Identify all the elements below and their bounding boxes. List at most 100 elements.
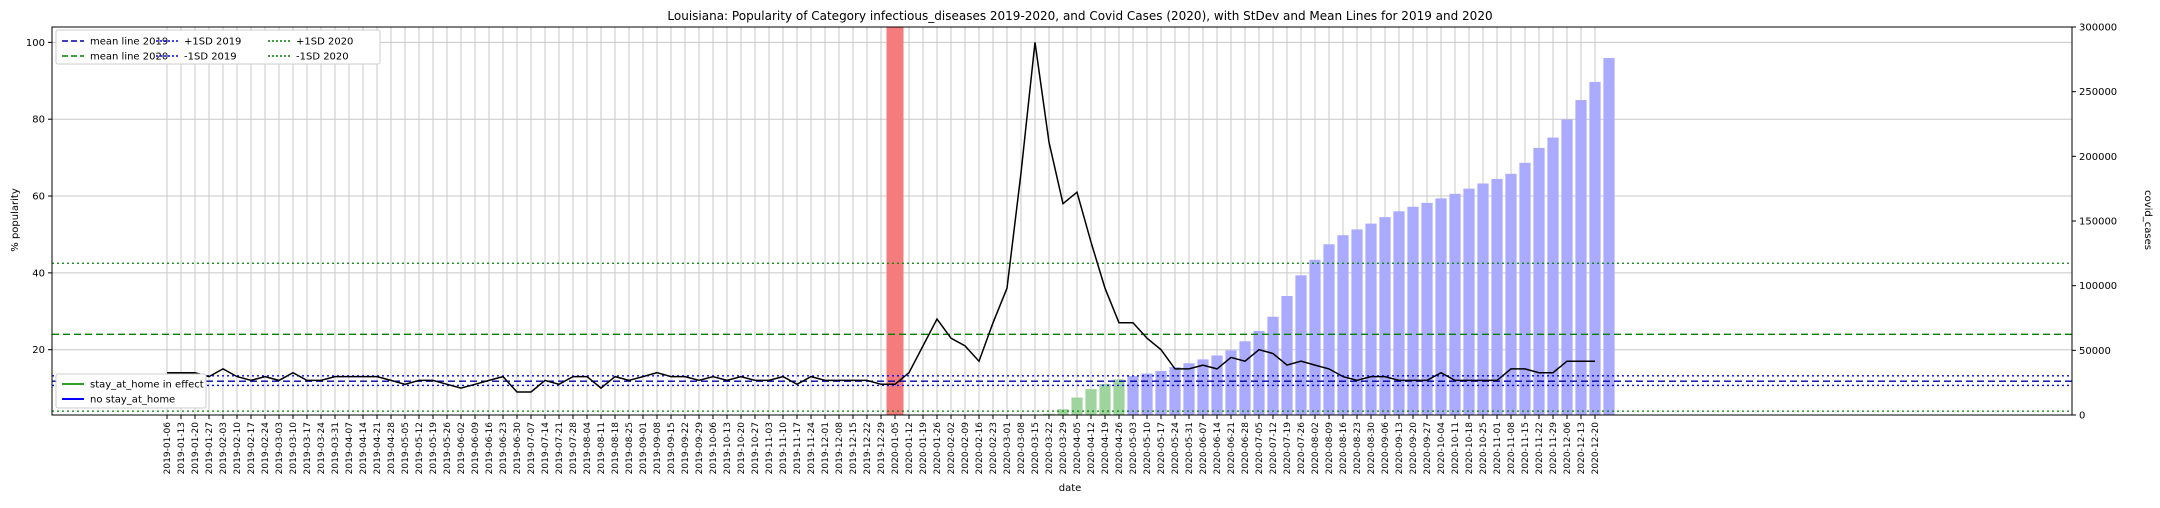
x-tick-label: 2019-09-08 <box>653 422 663 475</box>
x-tick-label: 2020-07-19 <box>1283 422 1293 475</box>
x-tick-label: 2019-10-06 <box>709 422 719 475</box>
x-tick-label: 2019-12-29 <box>877 422 887 475</box>
x-tick-label: 2019-11-10 <box>779 422 789 475</box>
covid-bar <box>1337 235 1349 415</box>
x-tick-label: 2019-01-13 <box>177 422 187 474</box>
x-tick-label: 2020-06-28 <box>1241 422 1251 475</box>
covid-bar <box>1267 316 1279 415</box>
popularity-line-layer <box>167 42 1595 393</box>
x-tick-label: 2019-02-24 <box>261 422 271 475</box>
covid-bar <box>1477 183 1489 415</box>
x-tick-label: 2020-09-13 <box>1395 422 1405 474</box>
x-tick-label: 2020-06-07 <box>1199 422 1209 474</box>
x-tick-label: 2019-01-27 <box>205 422 215 474</box>
x-tick-label: 2019-03-31 <box>331 422 341 474</box>
y-right-tick-label: 250000 <box>2079 87 2117 98</box>
x-tick-label: 2019-04-21 <box>373 422 383 474</box>
x-tick-label: 2020-03-01 <box>1003 422 1013 474</box>
y-left-tick-label: 40 <box>32 268 45 279</box>
y-right-tick-label: 200000 <box>2079 152 2117 163</box>
x-tick-label: 2019-09-22 <box>681 422 691 474</box>
covid-bar <box>1365 223 1377 415</box>
x-tick-label: 2020-11-29 <box>1549 422 1559 475</box>
covid-bar <box>1197 359 1209 415</box>
x-tick-label: 2019-10-13 <box>723 422 733 474</box>
covid-bar <box>1407 206 1419 415</box>
x-tick-label: 2019-04-28 <box>387 422 397 475</box>
x-tick-label: 2019-05-26 <box>443 422 453 475</box>
covid-bar <box>1603 58 1615 415</box>
x-tick-label: 2019-04-14 <box>359 422 369 475</box>
x-tick-label: 2019-05-19 <box>429 422 439 475</box>
covid-bar <box>1575 100 1587 415</box>
x-tick-label: 2019-11-17 <box>793 422 803 474</box>
x-tick-label: 2019-02-17 <box>247 422 257 474</box>
x-tick-label: 2019-07-28 <box>569 422 579 475</box>
x-tick-label: 2019-07-14 <box>541 422 551 475</box>
legend-left-label: no stay_at_home <box>90 395 175 406</box>
y-left-tick-label: 60 <box>32 192 45 203</box>
y-left-tick-label: 20 <box>32 345 45 356</box>
y-right-tick-label: 50000 <box>2079 346 2111 357</box>
x-tick-label: 2019-09-15 <box>667 422 677 474</box>
covid-bar <box>1561 119 1573 416</box>
x-tick-label: 2020-05-03 <box>1129 422 1139 474</box>
x-tick-label: 2019-08-04 <box>583 422 593 475</box>
x-tick-label: 2020-09-06 <box>1381 422 1391 475</box>
covid-bar <box>1491 178 1503 415</box>
y-left-tick-label: 80 <box>32 115 45 126</box>
x-tick-label: 2020-08-16 <box>1339 422 1349 475</box>
legend-top: mean line 2019 mean line 2020 +1SD 2019 -1S… <box>55 29 381 65</box>
y-right-tick-label: 300000 <box>2079 23 2117 34</box>
legend-top-label: mean line 2019 <box>90 37 168 48</box>
x-tick-label: 2019-06-16 <box>485 422 495 475</box>
x-tick-label: 2019-03-17 <box>303 422 313 474</box>
x-tick-label: 2019-06-23 <box>499 422 509 474</box>
covid-bar <box>1309 259 1321 415</box>
highlight-layer <box>886 27 904 415</box>
x-tick-label: 2019-03-24 <box>317 422 327 475</box>
x-tick-label: 2020-01-12 <box>905 422 915 474</box>
legend-top-label: +1SD 2020 <box>296 37 353 48</box>
x-tick-label: 2020-11-15 <box>1521 422 1531 474</box>
x-tick-label: 2020-01-19 <box>919 422 929 475</box>
covid-bar <box>1449 193 1461 415</box>
covid-bar <box>1155 371 1167 415</box>
x-tick-label: 2020-04-19 <box>1101 422 1111 475</box>
x-tick-label: 2020-08-30 <box>1367 422 1377 475</box>
x-tick-label: 2019-05-05 <box>401 422 411 474</box>
x-tick-label: 2020-09-27 <box>1423 422 1433 474</box>
x-tick-label: 2020-06-14 <box>1213 422 1223 475</box>
covid-bar <box>1057 409 1069 415</box>
x-tick-label: 2020-10-18 <box>1465 422 1475 475</box>
x-tick-label: 2020-05-31 <box>1185 422 1195 474</box>
covid-bar <box>1589 81 1601 415</box>
x-tick-label: 2019-06-02 <box>457 422 467 474</box>
x-tick-label: 2020-07-05 <box>1255 422 1265 474</box>
x-tick-label: 2020-10-04 <box>1437 422 1447 475</box>
x-tick-label: 2020-08-02 <box>1311 422 1321 474</box>
x-tick-label: 2019-06-30 <box>513 422 523 475</box>
x-tick-label: 2020-07-26 <box>1297 422 1307 475</box>
legend-top-label: -1SD 2020 <box>296 52 349 63</box>
legend-left-box <box>55 373 207 409</box>
x-tick-label: 2020-05-17 <box>1157 422 1167 474</box>
x-tick-label: 2019-06-09 <box>471 422 481 475</box>
covid-bar <box>1379 217 1391 415</box>
x-tick-label: 2020-07-12 <box>1269 422 1279 474</box>
covid-bar <box>1043 413 1055 415</box>
x-tick-label: 2020-11-08 <box>1507 422 1517 475</box>
x-tick-label: 2019-07-07 <box>527 422 537 474</box>
covid-bar <box>1183 363 1195 415</box>
x-tick-label: 2019-11-24 <box>807 422 817 475</box>
covid-bar <box>1169 367 1181 415</box>
x-tick-label: 2020-04-26 <box>1115 422 1125 475</box>
chart-title: Louisiana: Popularity of Category infect… <box>667 9 1492 23</box>
x-tick-label: 2020-03-15 <box>1031 422 1041 474</box>
x-tick-label: 2020-02-23 <box>989 422 999 474</box>
x-tick-label: 2020-06-21 <box>1227 422 1237 474</box>
x-tick-label: 2019-10-20 <box>737 422 747 475</box>
covid-bar <box>1085 389 1097 415</box>
x-tick-label: 2019-12-01 <box>821 422 831 474</box>
